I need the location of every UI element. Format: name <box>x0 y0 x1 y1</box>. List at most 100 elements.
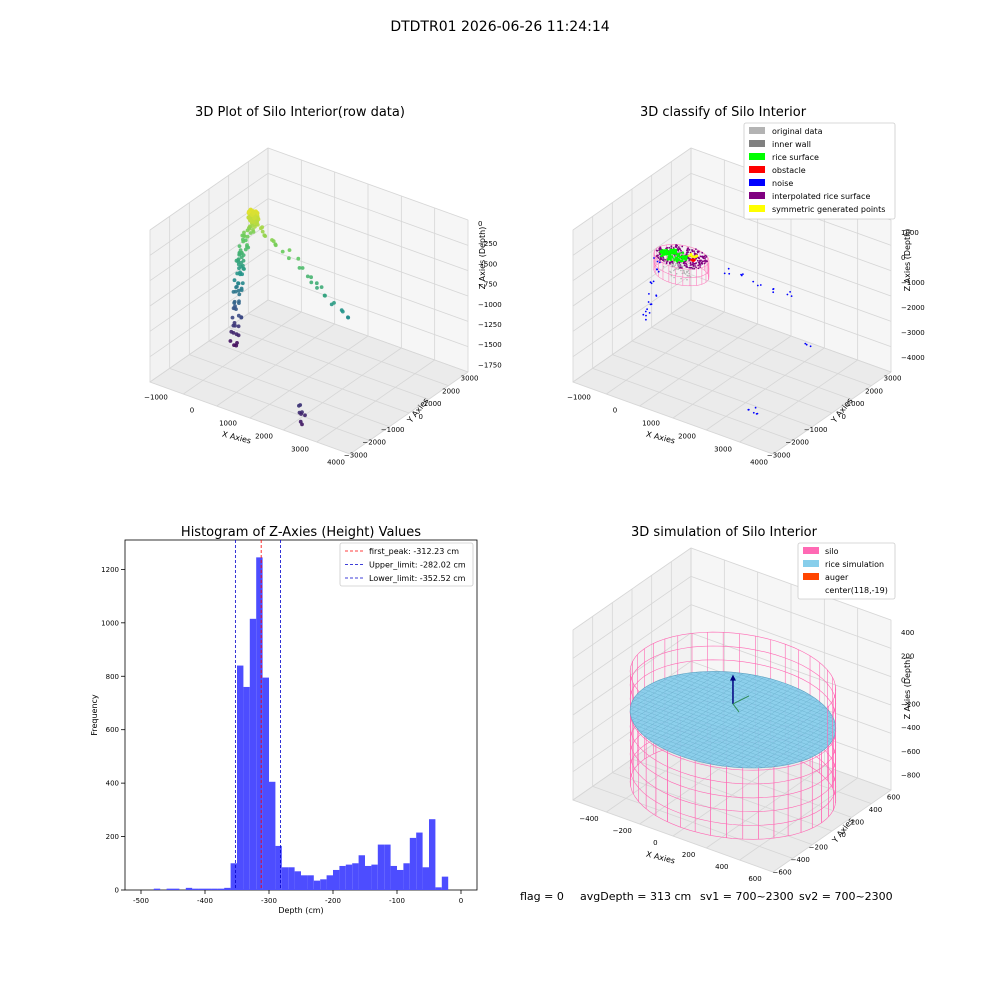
simulation-silo-and-rice <box>629 631 837 840</box>
interpolated-point <box>670 245 673 248</box>
original-data-point <box>686 274 689 277</box>
histogram-bar <box>435 887 442 890</box>
interpolated-point <box>691 263 694 266</box>
original-data-point <box>674 264 676 267</box>
mesh-line <box>634 696 808 760</box>
histogram-bar <box>153 888 161 890</box>
histogram-bar <box>205 888 212 890</box>
simulation-x-tick: 400 <box>715 863 728 871</box>
classify-y-tick: 1000 <box>847 400 865 408</box>
interpolated-point <box>693 250 695 253</box>
simulation-z-tick: 400 <box>901 629 914 637</box>
noise-point <box>772 291 775 294</box>
histogram-y-tick-label: 1000 <box>101 619 119 627</box>
raw-y-tick: 1000 <box>424 400 442 408</box>
histogram-bar <box>416 832 423 890</box>
original-data-point <box>662 265 665 268</box>
simulation-legend: silo rice simulation auger center(118,-19) <box>797 542 896 600</box>
raw-data-point <box>236 281 240 286</box>
mesh-line <box>773 723 836 768</box>
raw-data-point <box>299 412 303 416</box>
histogram-legend: first_peak: -312.23 cm Upper_limit: -282.… <box>339 542 474 587</box>
symmetric-point <box>690 252 693 256</box>
histogram-bar <box>269 781 276 890</box>
classify-x-axis-label: X Axies <box>645 430 676 446</box>
original-data-point <box>673 276 675 279</box>
raw-z-tick: −1750 <box>478 361 502 369</box>
panel-histogram: Histogram of Z-Axies (Height) Values -50… <box>90 525 478 915</box>
interpolated-point <box>704 261 707 263</box>
raw-x-tick: 1000 <box>219 420 237 428</box>
histogram-bar <box>326 875 333 890</box>
simulation-y-tick: 0 <box>842 831 846 839</box>
mesh-line <box>648 673 744 740</box>
mesh-line <box>637 671 721 730</box>
grid-line <box>248 313 449 387</box>
raw-data-point <box>346 315 350 320</box>
original-data-point <box>683 272 685 275</box>
classify-x-tick: 3000 <box>714 445 732 453</box>
original-data-point <box>681 265 684 268</box>
noise-point <box>742 273 744 275</box>
raw-data-point <box>229 329 234 334</box>
classify-x-tick: −1000 <box>567 394 591 402</box>
interpolated-point <box>685 264 688 266</box>
raw-data-point <box>262 233 267 238</box>
noise-point <box>645 318 647 321</box>
mesh-line <box>703 671 834 719</box>
status-sv1: sv1 = 700~2300 <box>700 890 794 903</box>
noise-point <box>756 284 759 287</box>
histogram-bar <box>243 686 250 890</box>
histogram-bar <box>397 869 404 890</box>
simulation-x-tick: 200 <box>682 851 695 859</box>
noise-point <box>642 313 645 316</box>
classify-z-tick: −3000 <box>901 329 925 337</box>
histogram-plot-area <box>124 539 478 891</box>
mesh-line <box>722 699 818 767</box>
classify-legend-swatch <box>749 166 765 173</box>
raw-data-point <box>234 307 238 311</box>
mesh-line <box>695 688 799 761</box>
noise-point <box>658 261 661 264</box>
grid-line <box>772 371 892 455</box>
classify-z-tick: −1000 <box>901 279 925 287</box>
histogram-bar <box>352 863 359 890</box>
rice-surface-point <box>683 255 686 259</box>
simulation-x-tick: 600 <box>748 875 761 883</box>
raw-data-point <box>260 229 265 234</box>
noise-point <box>756 412 759 415</box>
interpolated-point <box>657 257 660 259</box>
histogram-bar <box>422 867 429 890</box>
mesh-line <box>630 716 771 768</box>
original-data-point <box>692 266 695 269</box>
histogram-bar <box>237 665 244 890</box>
interpolated-point <box>678 247 681 250</box>
rice-surface-point <box>660 254 663 258</box>
interpolated-point <box>681 245 684 248</box>
mesh-line <box>674 675 836 734</box>
original-data-point <box>675 255 677 257</box>
noise-point <box>805 343 808 346</box>
classify-legend-label: obstacle <box>772 166 806 175</box>
raw-x-tick: 0 <box>190 407 194 415</box>
panel-raw-data-3d: 3D Plot of Silo Interior(row data) −1000… <box>144 105 502 466</box>
simulation-silo-front <box>645 709 836 840</box>
noise-point <box>804 342 807 345</box>
original-data-point <box>675 268 678 270</box>
histogram-bar <box>198 888 205 890</box>
raw-data-point <box>237 301 241 305</box>
original-data-point <box>687 270 690 272</box>
raw-data-point <box>315 286 319 290</box>
original-data-point <box>688 260 690 263</box>
raw-data-point <box>232 299 237 304</box>
original-data-point <box>673 256 675 259</box>
figure-title: DTDTR01 2026-06-26 11:24:14 <box>390 19 609 35</box>
mesh-line <box>745 710 829 769</box>
noise-point <box>752 411 755 414</box>
original-data-point <box>677 266 679 268</box>
raw-data-point <box>280 249 285 254</box>
raw-z-tick: −1000 <box>478 301 502 309</box>
interpolated-point <box>698 257 700 260</box>
center-axis-x <box>732 695 750 705</box>
classify-legend-swatch <box>749 140 765 147</box>
